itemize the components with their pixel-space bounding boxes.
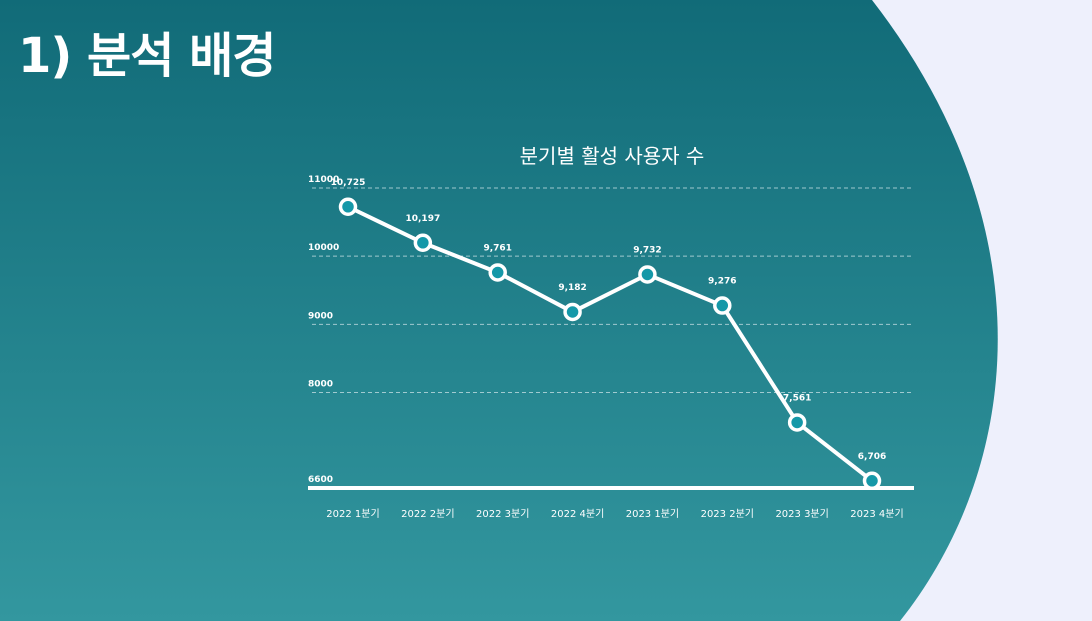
data-label: 10,197 [405,214,440,224]
gridlines [312,187,912,394]
x-axis: 2022 1분기 2022 2분기 2022 3분기 2022 4분기 2023 1분기… [326,508,903,520]
data-label: 6,706 [858,452,886,462]
data-point [563,302,582,322]
data-label: 7,561 [783,393,811,403]
x-tick-label: 2023 1분기 [626,508,679,520]
data-point [338,197,358,216]
data-label: 9,276 [708,277,736,287]
y-tick-label: 6600 [308,475,333,485]
x-tick-label: 2023 2분기 [701,508,754,520]
teal-arc-panel [0,0,998,621]
chart-title: 분기별 활성 사용자 수 [520,144,705,168]
series-line [346,204,874,483]
x-tick-label: 2022 1분기 [326,508,379,520]
data-point [787,413,807,432]
x-tick-label: 2023 3분기 [775,508,828,520]
data-label: 10,725 [331,178,366,188]
data-label: 9,761 [483,243,511,253]
y-tick-label: 11000 [308,175,339,185]
slide-title: 1) 분석 배경 [18,28,276,84]
y-tick-label: 9000 [308,311,333,321]
data-label: 9,732 [633,245,661,255]
y-tick-label: 8000 [308,380,333,390]
data-point [862,471,882,491]
data-point [713,296,732,315]
data-point [638,265,657,284]
x-tick-label: 2022 4분기 [551,508,604,520]
data-label: 9,182 [558,283,586,293]
data-point [413,233,433,252]
x-tick-label: 2022 3분기 [476,508,529,520]
y-tick-label: 10000 [308,243,339,253]
y-axis: 6600 8000 9000 10000 11000 [308,175,339,485]
x-tick-label: 2023 4분기 [850,508,903,520]
data-point [488,263,507,282]
x-tick-label: 2022 2분기 [401,508,454,520]
data-labels: 10,725 10,197 9,761 9,182 9,732 9,276 7,561 6,7… [331,178,887,462]
data-points [338,197,882,491]
